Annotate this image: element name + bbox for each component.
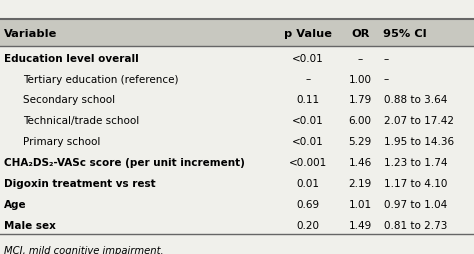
Text: 0.20: 0.20 [297,220,319,230]
Text: 0.81 to 2.73: 0.81 to 2.73 [384,220,447,230]
Text: MCI, mild cognitive impairment.: MCI, mild cognitive impairment. [4,245,164,254]
Text: 1.01: 1.01 [349,199,372,209]
Text: 1.00: 1.00 [349,74,372,84]
Text: 6.00: 6.00 [349,116,372,126]
Text: 0.69: 0.69 [297,199,319,209]
Text: 1.17 to 4.10: 1.17 to 4.10 [384,178,447,188]
Text: <0.01: <0.01 [292,116,324,126]
Text: Secondary school: Secondary school [23,95,115,105]
Text: 0.11: 0.11 [297,95,319,105]
Text: OR: OR [351,29,369,39]
Text: 1.95 to 14.36: 1.95 to 14.36 [384,137,454,147]
Text: 5.29: 5.29 [348,137,372,147]
Text: Education level overall: Education level overall [4,53,138,64]
Text: Technical/trade school: Technical/trade school [23,116,139,126]
Text: 0.01: 0.01 [297,178,319,188]
Text: Digoxin treatment vs rest: Digoxin treatment vs rest [4,178,155,188]
Text: Age: Age [4,199,27,209]
Text: Male sex: Male sex [4,220,55,230]
Text: 0.97 to 1.04: 0.97 to 1.04 [384,199,447,209]
Text: CHA₂DS₂-VASc score (per unit increment): CHA₂DS₂-VASc score (per unit increment) [4,157,245,168]
Text: –: – [384,53,389,64]
Text: 1.46: 1.46 [348,157,372,168]
Text: 0.88 to 3.64: 0.88 to 3.64 [384,95,447,105]
Text: 1.23 to 1.74: 1.23 to 1.74 [384,157,447,168]
Text: 2.07 to 17.42: 2.07 to 17.42 [384,116,454,126]
Text: Primary school: Primary school [23,137,100,147]
FancyBboxPatch shape [0,20,474,47]
Text: p Value: p Value [284,29,332,39]
Text: <0.01: <0.01 [292,137,324,147]
Text: 1.79: 1.79 [348,95,372,105]
Text: –: – [305,74,311,84]
Text: 2.19: 2.19 [348,178,372,188]
Text: <0.01: <0.01 [292,53,324,64]
Text: Tertiary education (reference): Tertiary education (reference) [23,74,178,84]
Text: –: – [357,53,363,64]
Text: 1.49: 1.49 [348,220,372,230]
Text: Variable: Variable [4,29,57,39]
Text: 95% CI: 95% CI [383,29,427,39]
Text: <0.001: <0.001 [289,157,327,168]
Text: –: – [384,74,389,84]
